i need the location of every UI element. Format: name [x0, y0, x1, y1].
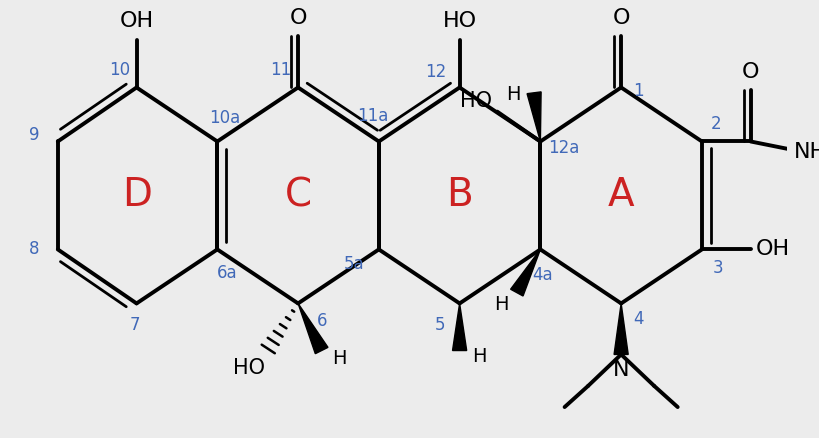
- Text: HO: HO: [233, 358, 265, 378]
- Text: 11a: 11a: [356, 107, 387, 125]
- Text: 11: 11: [269, 61, 291, 79]
- Text: N: N: [612, 360, 629, 380]
- Polygon shape: [452, 304, 466, 350]
- Text: D: D: [122, 177, 152, 215]
- Text: 5: 5: [434, 316, 445, 334]
- Text: H: H: [505, 85, 519, 104]
- Text: NH₂: NH₂: [793, 142, 819, 162]
- Text: OH: OH: [754, 240, 789, 259]
- Text: 10: 10: [109, 61, 129, 79]
- Text: H: H: [493, 295, 508, 314]
- Text: H: H: [331, 349, 346, 368]
- Text: 1: 1: [632, 82, 643, 100]
- Text: 10a: 10a: [210, 109, 241, 127]
- Text: 6a: 6a: [216, 264, 237, 282]
- Text: 12: 12: [425, 63, 446, 81]
- Text: O: O: [289, 8, 306, 28]
- Polygon shape: [613, 304, 627, 354]
- Text: HO: HO: [442, 11, 476, 31]
- Text: 9: 9: [29, 126, 39, 144]
- Text: OH: OH: [120, 11, 153, 31]
- Polygon shape: [298, 304, 328, 353]
- Text: 7: 7: [129, 316, 140, 334]
- Text: 5a: 5a: [343, 254, 364, 272]
- Polygon shape: [510, 249, 540, 296]
- Text: 4a: 4a: [532, 265, 552, 283]
- Text: O: O: [612, 8, 629, 28]
- Text: O: O: [741, 62, 758, 82]
- Text: 6: 6: [316, 312, 327, 330]
- Text: 12a: 12a: [548, 139, 579, 157]
- Text: A: A: [607, 177, 634, 215]
- Text: 3: 3: [712, 259, 722, 277]
- Text: B: B: [446, 177, 473, 215]
- Text: 2: 2: [710, 115, 721, 133]
- Text: 4: 4: [632, 310, 643, 328]
- Text: 8: 8: [29, 240, 39, 258]
- Polygon shape: [527, 92, 541, 141]
- Text: C: C: [284, 177, 311, 215]
- Text: HO: HO: [459, 91, 491, 111]
- Text: H: H: [472, 347, 486, 366]
